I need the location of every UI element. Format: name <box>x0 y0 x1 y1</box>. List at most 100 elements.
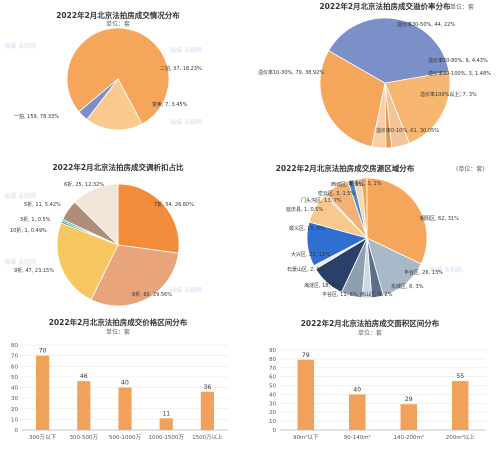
slice-label: 溢价率100%以上, 7, 3% <box>420 91 477 98</box>
y-tick-label: 10 <box>11 417 18 423</box>
bar-value-label: 40 <box>121 380 129 387</box>
watermark-text: 瑞城 法拍网 <box>4 42 36 50</box>
slice-label: 怀柔区, 3, 1% <box>349 180 382 187</box>
chart-unit: 单位：套 <box>106 20 130 28</box>
watermark-text: 瑞城 法拍网 <box>170 286 202 294</box>
pie-slice <box>86 78 143 131</box>
slice-label: 延庆县, 1, 0.5% <box>286 206 323 213</box>
bar <box>159 418 173 430</box>
y-tick-label: 40 <box>269 392 276 398</box>
chart-title: 2022年2月北京法拍房成交情况分布 <box>56 10 180 20</box>
bar-value-label: 29 <box>405 396 413 403</box>
watermark-text: 瑞城 法拍网 <box>4 258 36 266</box>
pie-slice <box>74 183 119 246</box>
x-tick-label: 90-140m² <box>344 434 371 441</box>
slice-label: 溢价率0-10%, 61, 30.05% <box>376 127 439 134</box>
bar <box>36 355 50 430</box>
slice-label: 密云区, 3, 1.5% <box>318 190 355 197</box>
bar-value-label: 11 <box>162 410 170 417</box>
y-tick-label: 60 <box>11 364 18 370</box>
bar-value-label: 70 <box>39 348 47 355</box>
x-tick-label: 500-1000万 <box>109 434 141 441</box>
pie-slice <box>360 177 368 239</box>
slice-label: 9折, 47, 23.15% <box>14 267 54 274</box>
slice-label: 西城区, 4, 2% <box>331 181 364 188</box>
y-tick-label: 90 <box>269 348 276 354</box>
bar-value-label: 40 <box>353 386 361 393</box>
chart-title: 2022年2月北京法拍房成交面积区间分布 <box>301 318 440 328</box>
slice-label: 顺义区, 16, 8% <box>289 226 325 232</box>
pie-slice <box>366 177 428 265</box>
slice-label: 7折, 54, 26.60% <box>154 201 194 208</box>
bar <box>200 391 214 430</box>
slice-label: 溢价率50-80%, 9, 4.43% <box>428 57 488 64</box>
slice-label: 8折, 60, 29.56% <box>132 291 172 298</box>
slice-label: 溢价率10-30%, 79, 38.92% <box>258 69 324 76</box>
bar-value-label: 55 <box>456 373 464 380</box>
bar <box>77 381 91 430</box>
pie-chart-3: 2022年2月北京法拍房成交调析扣占比 7折, 54, 26.60% 8折, 60,… <box>10 162 194 307</box>
pie-slice <box>117 183 180 254</box>
y-tick-label: 30 <box>269 401 276 407</box>
slice-label: 一拍, 159, 78.33% <box>14 113 59 120</box>
y-tick-label: 40 <box>11 386 18 392</box>
pie-slice <box>90 244 179 307</box>
y-tick-label: 0 <box>15 428 19 434</box>
slice-label: 朝阳区, 62, 31% <box>420 215 459 222</box>
y-tick-label: 0 <box>273 428 277 434</box>
watermark-text: 瑞城 法拍网 <box>430 266 462 274</box>
x-tick-label: 200m²以上 <box>446 433 476 441</box>
y-tick-label: 50 <box>269 384 276 390</box>
x-tick-label: 300-500万 <box>70 434 99 441</box>
pie-slice <box>78 78 119 120</box>
watermark-text: 瑞城 法拍网 <box>170 46 202 54</box>
y-tick-label: 50 <box>11 375 18 381</box>
y-tick-label: 70 <box>269 366 276 372</box>
pie-chart-4: 2022年2月北京法拍房成交房源区域分布 (单位：套) 朝阳区, 62, 31% 丰台… <box>276 163 485 299</box>
slice-label: 石景山区, 2, 1% <box>287 266 325 273</box>
slice-label: 东城区, 6, 3% <box>391 283 424 290</box>
bar <box>349 394 366 430</box>
y-tick-label: 20 <box>11 407 18 413</box>
x-tick-label: 140-200m² <box>393 434 424 441</box>
chart-unit: (单位：套) <box>456 165 485 173</box>
watermark-text: 瑞城 法拍网 <box>170 118 202 126</box>
slice-label: 6折, 25, 12.32% <box>64 181 104 188</box>
y-tick-label: 80 <box>269 357 276 363</box>
y-tick-label: 30 <box>11 396 18 402</box>
pie-slice <box>56 222 119 301</box>
chart-unit: 单位：套 <box>358 329 382 337</box>
chart-title: 2022年2月北京法拍房成交调析扣占比 <box>52 162 184 172</box>
bar-value-label: 36 <box>204 384 212 391</box>
y-tick-label: 70 <box>11 354 18 360</box>
chart-title: 2022年2月北京法拍房成交溢价率分布 <box>319 1 451 11</box>
chart-unit: 单位：套 <box>450 3 474 11</box>
bar <box>297 359 314 430</box>
chart-title: 2022年2月北京法拍房成交房源区域分布 <box>276 163 415 173</box>
slice-label: 溢价率80-100%, 3, 1.48% <box>428 70 491 77</box>
y-tick-label: 10 <box>269 419 276 425</box>
x-tick-label: 1500万以上 <box>192 433 223 441</box>
slice-label: 变卖, 7, 3.45% <box>152 101 188 108</box>
x-tick-label: 300万以下 <box>29 434 56 441</box>
bar <box>118 387 132 430</box>
slice-label: 房山区, 5, 2% <box>360 291 393 298</box>
bar <box>400 404 417 430</box>
slice-label: 溢价率30-50%, 44, 22% <box>397 21 455 28</box>
y-tick-label: 80 <box>11 343 18 349</box>
slice-label: 二拍, 37, 18.23% <box>160 65 202 72</box>
pie-slice <box>384 71 451 144</box>
slice-label: 10折, 1, 0.49% <box>10 227 47 234</box>
slice-label: 5折, 11, 5.42% <box>24 201 61 208</box>
pie-slice <box>319 50 386 148</box>
watermark-text: 瑞城 法拍网 <box>4 192 36 200</box>
slice-label: 门头沟区, 13, 7% <box>301 197 342 204</box>
pie-slice <box>328 17 450 84</box>
bar-value-label: 46 <box>80 373 88 380</box>
slice-label: 3折, 1, 0.5% <box>20 216 51 223</box>
